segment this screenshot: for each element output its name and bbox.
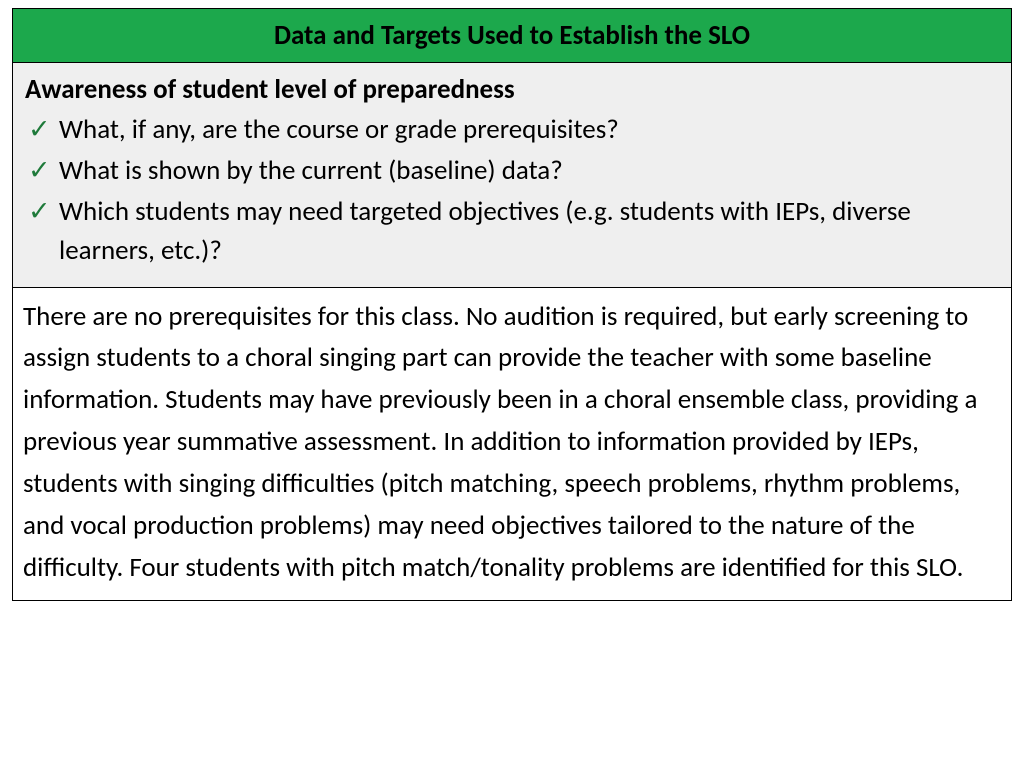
question-text: Which students may need targeted objecti… xyxy=(59,192,999,270)
questions-cell: Awareness of student level of preparedne… xyxy=(13,63,1012,288)
checkmark-icon: ✓ xyxy=(25,110,59,149)
question-text: What is shown by the current (baseline) … xyxy=(59,151,999,190)
body-cell: There are no prerequisites for this clas… xyxy=(13,287,1012,601)
question-item: ✓ What is shown by the current (baseline… xyxy=(25,151,999,190)
question-item: ✓ Which students may need targeted objec… xyxy=(25,192,999,270)
checkmark-icon: ✓ xyxy=(25,151,59,190)
question-text: What, if any, are the course or grade pr… xyxy=(59,110,999,149)
checkmark-icon: ✓ xyxy=(25,192,59,231)
question-item: ✓ What, if any, are the course or grade … xyxy=(25,110,999,149)
slo-table: Data and Targets Used to Establish the S… xyxy=(12,8,1012,601)
questions-heading: Awareness of student level of preparedne… xyxy=(25,73,999,106)
header-cell: Data and Targets Used to Establish the S… xyxy=(13,9,1012,63)
